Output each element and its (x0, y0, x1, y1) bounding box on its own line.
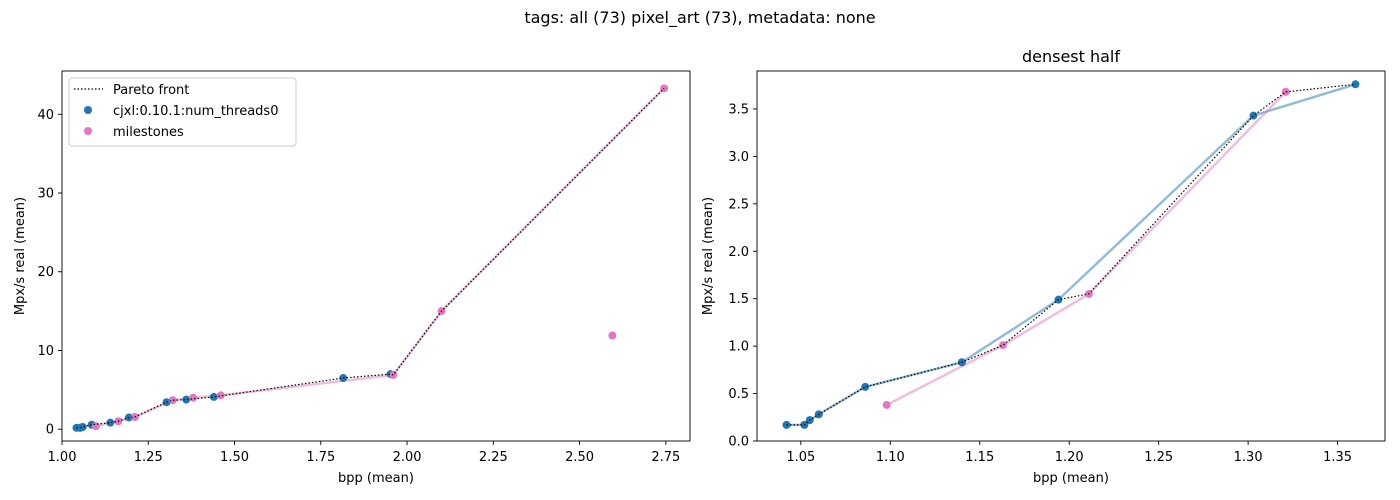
x-tick-label: 2.25 (479, 450, 508, 465)
legend-milestones-swatch (84, 127, 92, 135)
x-tick-label: 1.25 (134, 450, 163, 465)
y-tick-label: 1.5 (728, 292, 749, 307)
legend-cjxl-swatch (84, 106, 92, 114)
plot-frame (61, 70, 691, 442)
y-tick-label: 30 (37, 187, 54, 202)
legend-entry: milestones (113, 125, 184, 140)
chart-2: 1.05 1.10 1.15 1.20 1.25 1.30 1.35 0.0 0.5 1.0 1.5… (701, 47, 1386, 486)
y-tick-label: 0.0 (728, 435, 749, 450)
legend: Pareto front cjxl:0.10.1:num_threads0mile… (68, 77, 297, 147)
data-point (1281, 87, 1290, 96)
data-point (91, 422, 100, 431)
x-tick-label: 2.50 (565, 450, 594, 465)
y-tick-label: 0.5 (728, 387, 749, 402)
series-line (886, 91, 1287, 406)
legend-entry: cjxl:0.10.1:num_threads0 (113, 104, 278, 119)
plot-frame (756, 70, 1386, 442)
legend-entry: Pareto front (113, 83, 189, 98)
data-point (106, 418, 115, 427)
x-tick-label: 1.35 (1323, 450, 1352, 465)
x-tick-label: 2.75 (651, 450, 680, 465)
x-tick-label: 1.10 (876, 450, 905, 465)
data-point (209, 392, 218, 401)
x-tick-label: 1.00 (48, 450, 77, 465)
data-point (608, 331, 617, 340)
x-tick-label: 2.00 (393, 450, 422, 465)
x-axis-label: bpp (mean) (338, 471, 414, 486)
x-tick-label: 1.15 (965, 450, 994, 465)
data-point (189, 393, 198, 402)
data-point (168, 396, 177, 405)
figure-title: tags: all (73) pixel_art (73), metadata:… (524, 8, 876, 27)
data-point (861, 382, 870, 391)
x-tick-label: 1.50 (220, 450, 249, 465)
y-tick-label: 40 (37, 108, 54, 123)
data-point (882, 400, 891, 409)
x-tick-label: 1.75 (306, 450, 335, 465)
y-axis-label: Mpx/s real (mean) (13, 197, 28, 315)
data-point (182, 395, 191, 404)
data-point (216, 391, 225, 400)
x-tick-label: 1.30 (1234, 450, 1263, 465)
subplot-title: densest half (1022, 47, 1120, 66)
x-axis-label: bpp (mean) (1033, 471, 1109, 486)
y-axis-label: Mpx/s real (mean) (701, 197, 716, 315)
y-tick-label: 10 (37, 344, 54, 359)
y-tick-label: 0 (46, 423, 54, 438)
x-tick-label: 1.25 (1144, 450, 1173, 465)
x-tick-label: 1.20 (1055, 450, 1084, 465)
data-point (999, 341, 1008, 350)
series-line (786, 83, 1356, 427)
pareto-front-line (786, 83, 1356, 426)
y-tick-label: 3.5 (728, 102, 749, 117)
y-tick-label: 3.0 (728, 150, 749, 165)
y-tick-label: 2.0 (728, 245, 749, 260)
chart-1: 1.00 1.25 1.50 1.75 2.00 2.25 2.50 2.75 0 10 20 30 4… (13, 70, 691, 486)
legend-frame (68, 77, 297, 147)
data-point (78, 422, 87, 431)
y-tick-label: 20 (37, 265, 54, 280)
x-tick-label: 1.05 (786, 450, 815, 465)
data-point (660, 84, 669, 93)
y-tick-label: 2.5 (728, 197, 749, 212)
pareto-front-line (76, 87, 665, 429)
y-tick-label: 1.0 (728, 340, 749, 355)
